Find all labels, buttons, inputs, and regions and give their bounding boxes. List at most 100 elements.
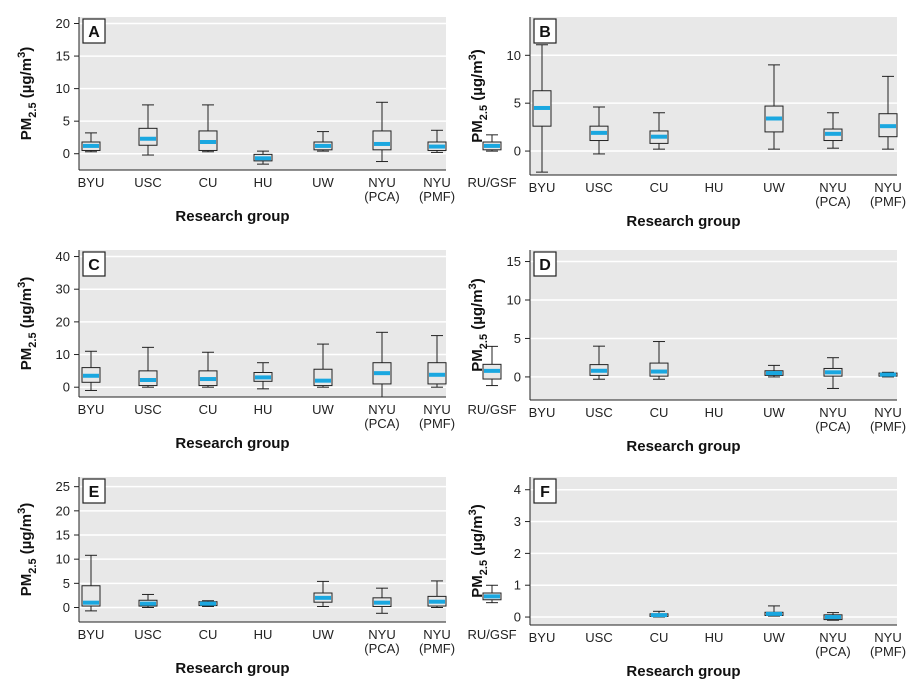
x-tick-label: UW [312, 175, 334, 190]
panel-label-box [533, 18, 557, 44]
box-ru-gsf [482, 134, 502, 152]
x-tick-label: NYU [874, 405, 901, 420]
x-tick-label: BYU [78, 175, 105, 190]
x-tick-label: BYU [78, 402, 105, 417]
plot-area [530, 477, 897, 625]
box-nyu-pca- [372, 331, 392, 398]
box-nyu-pca- [372, 101, 392, 163]
panel-label: E [89, 484, 100, 501]
y-tick-label: 5 [63, 576, 70, 591]
y-axis-title: PM2.5 (µg/m3) [16, 503, 39, 596]
x-tick-label: UW [763, 405, 785, 420]
y-tick-label: 4 [514, 482, 521, 497]
y-tick-label: 40 [56, 249, 70, 264]
panel-label-box [82, 478, 106, 504]
x-tick-label: (PCA) [815, 419, 850, 434]
box-nyu-pmf- [878, 75, 898, 150]
y-tick-label: 15 [56, 528, 70, 543]
box-byu [532, 44, 552, 173]
box-byu [81, 350, 101, 391]
x-tick-label: NYU [874, 630, 901, 645]
box-nyu-pca- [823, 357, 843, 389]
y-tick-label: 0 [63, 600, 70, 615]
y-axis-title: PM2.5 (µg/m3) [467, 278, 490, 371]
x-tick-label: HU [705, 630, 724, 645]
y-tick-label: 3 [514, 514, 521, 529]
y-tick-label: 0 [514, 369, 521, 384]
x-tick-label: (PMF) [870, 644, 906, 659]
x-tick-label: HU [254, 175, 273, 190]
x-tick-label: NYU [819, 405, 846, 420]
box-uw [313, 580, 333, 608]
y-tick-label: 30 [56, 282, 70, 297]
x-tick-label: (PMF) [419, 416, 455, 431]
y-tick-label: 20 [56, 314, 70, 329]
x-tick-label: NYU [368, 175, 395, 190]
box-uw [313, 343, 333, 388]
x-tick-label: HU [254, 402, 273, 417]
x-tick-label: (PCA) [364, 189, 399, 204]
y-tick-label: 25 [56, 479, 70, 494]
x-tick-label: BYU [529, 405, 556, 420]
x-tick-label: UW [763, 630, 785, 645]
x-tick-label: BYU [529, 630, 556, 645]
panel-label-box [82, 18, 106, 44]
x-tick-label: (PMF) [870, 194, 906, 209]
x-tick-label: (PCA) [364, 641, 399, 656]
x-tick-label: USC [134, 627, 161, 642]
box-usc [589, 106, 609, 155]
x-tick-label: NYU [819, 180, 846, 195]
iqr-box [372, 130, 392, 151]
x-tick-label: CU [199, 402, 218, 417]
x-tick-label: CU [199, 175, 218, 190]
x-axis-title: Research group [626, 213, 740, 230]
x-tick-label: UW [312, 402, 334, 417]
y-axis-title: PM2.5 (µg/m3) [467, 504, 490, 597]
y-tick-label: 10 [507, 293, 521, 308]
x-tick-label: NYU [874, 180, 901, 195]
x-tick-label: UW [312, 627, 334, 642]
box-cu [649, 341, 669, 380]
box-nyu-pca- [823, 612, 843, 621]
panel-label: B [539, 24, 551, 41]
panel-label: F [540, 484, 550, 501]
x-tick-label: RU/GSF [467, 402, 516, 417]
x-tick-label: (PCA) [815, 194, 850, 209]
panel-label-box [533, 251, 557, 277]
box-uw [313, 131, 333, 152]
box-nyu-pmf- [878, 371, 898, 378]
x-axis-title: Research group [175, 435, 289, 452]
iqr-box [313, 368, 333, 387]
x-axis-title: Research group [175, 660, 289, 677]
y-tick-label: 20 [56, 16, 70, 31]
panel-b: 0510BBYUUSCCUHUUWNYU(PCA)NYU(PMF)RU/GSFR… [467, 17, 906, 230]
x-tick-label: RU/GSF [467, 627, 516, 642]
y-axis-title: PM2.5 (µg/m3) [16, 277, 39, 370]
panel-label-box [82, 251, 106, 277]
y-tick-label: 20 [56, 503, 70, 518]
y-tick-label: 0 [63, 146, 70, 161]
box-nyu-pmf- [427, 580, 447, 608]
x-tick-label: NYU [819, 630, 846, 645]
x-tick-label: USC [585, 630, 612, 645]
x-tick-label: NYU [423, 175, 450, 190]
box-byu [81, 554, 101, 612]
x-axis-title: Research group [626, 438, 740, 455]
x-tick-label: USC [134, 175, 161, 190]
x-tick-label: (PCA) [815, 644, 850, 659]
box-usc [138, 593, 158, 608]
y-tick-label: 0 [514, 610, 521, 625]
box-usc [138, 346, 158, 388]
x-axis-title: Research group [626, 663, 740, 680]
box-ru-gsf [482, 345, 502, 387]
y-tick-label: 15 [56, 49, 70, 64]
panel-label: D [539, 257, 551, 274]
x-tick-label: NYU [423, 402, 450, 417]
box-cu [198, 104, 218, 153]
x-tick-label: UW [763, 180, 785, 195]
box-cu [649, 610, 669, 618]
